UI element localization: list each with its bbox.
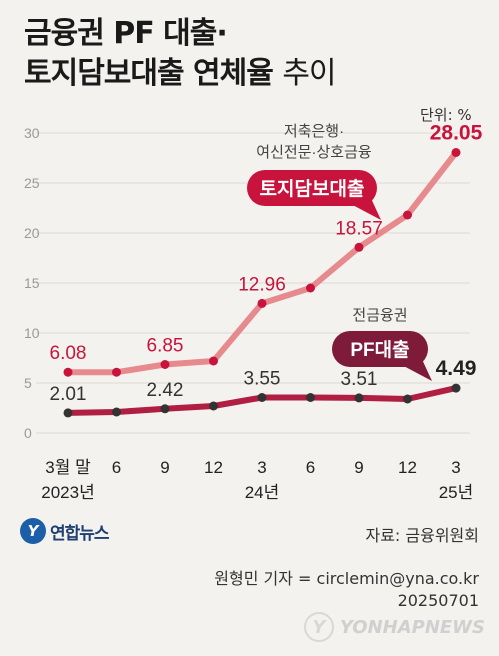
pf-loan-point: [160, 404, 170, 414]
watermark-icon: Y: [303, 612, 334, 642]
land-loan-point: [451, 148, 461, 157]
land-loan-point: [354, 242, 364, 252]
reporter-credit: 원형민 기자 = circlemin@yna.co.kr 20250701: [214, 568, 479, 612]
yonhap-logo: Y 연합뉴스: [20, 518, 110, 544]
pf-loan-data-label: 3.55: [244, 369, 281, 390]
land-loan-badge: [247, 170, 377, 206]
title-line-1: 금융권 PF 대출·: [24, 16, 228, 51]
y-tick-label: 15: [24, 275, 40, 291]
x-year-label: 2023년: [41, 483, 94, 502]
x-tick-label: 12: [398, 458, 417, 477]
pf-loan-point: [63, 408, 73, 418]
x-tick-label: 9: [354, 458, 363, 477]
land-loan-point: [257, 298, 267, 308]
land-loan-point: [209, 356, 218, 366]
unit-label: 단위: %: [420, 106, 472, 124]
pf-loan-point: [257, 393, 267, 402]
pf-loan-point: [354, 393, 364, 403]
pf-loan-badge: [332, 331, 428, 367]
land-loan-annotation-line1: 저축은행·: [284, 123, 344, 140]
x-tick-label: 3: [257, 458, 266, 477]
land-loan-point: [160, 360, 170, 369]
pf-loan-point: [209, 401, 218, 411]
publish-date: 20250701: [397, 591, 479, 610]
pf-loan-point: [451, 383, 461, 393]
land-loan-point: [112, 367, 121, 377]
x-tick-label: 9: [160, 458, 169, 477]
x-tick-label: 3: [451, 458, 460, 477]
y-tick-label: 0: [24, 425, 32, 441]
land-loan-point: [306, 283, 315, 293]
x-tick-label: 6: [306, 458, 315, 477]
y-tick-label: 25: [24, 175, 40, 191]
x-tick-label: 6: [112, 458, 121, 477]
land-loan-data-label: 18.57: [335, 218, 383, 239]
land-loan-data-label: 6.85: [147, 336, 184, 357]
land-loan-data-label: 28.05: [430, 122, 483, 145]
x-year-label: 25년: [439, 483, 474, 502]
pf-loan-badge-label: PF대출: [350, 339, 409, 361]
land-loan-data-label: 12.96: [238, 274, 286, 295]
pf-loan-point: [306, 393, 315, 402]
chart-title: 금융권 PF 대출· 토지담보대출 연체율 추이: [24, 14, 337, 94]
x-tick-label: 3월 말: [45, 458, 91, 477]
pf-loan-data-label: 4.49: [436, 357, 477, 380]
pf-loan-data-label: 2.01: [50, 384, 87, 405]
pf-loan-annotation: 전금융권: [352, 307, 407, 324]
reporter-email: 원형민 기자 = circlemin@yna.co.kr: [214, 569, 479, 588]
yonhap-logo-text: 연합뉴스: [50, 523, 110, 544]
x-tick-label: 12: [204, 458, 223, 477]
land-loan-badge-label: 토지담보대출: [260, 178, 365, 200]
y-tick-label: 5: [24, 375, 32, 391]
yonhapnews-watermark: Y YONHAPNEWS: [303, 612, 485, 642]
x-year-label: 24년: [245, 483, 280, 502]
y-tick-label: 10: [24, 325, 40, 341]
pf-loan-badge-tail: [398, 355, 432, 381]
land-loan-point: [403, 210, 412, 220]
land-loan-point: [63, 367, 73, 377]
pf-loan-data-label: 3.51: [341, 369, 378, 390]
pf-loan-data-label: 2.42: [147, 380, 184, 401]
pf-loan-point: [403, 394, 412, 404]
y-tick-label: 20: [24, 225, 40, 241]
land-loan-badge-tail: [347, 194, 381, 220]
source-note: 자료: 금융위원회: [365, 526, 479, 545]
land-loan-annotation-line2: 여신전문·상호금융: [256, 144, 371, 161]
title-line-2-light: 추이: [282, 56, 336, 91]
title-line-2: 토지담보대출 연체율: [24, 56, 274, 91]
land-loan-data-label: 6.08: [50, 343, 87, 364]
yonhap-logo-icon: Y: [20, 518, 46, 544]
watermark-text: YONHAPNEWS: [339, 616, 485, 638]
pf-loan-point: [112, 407, 121, 417]
y-tick-label: 30: [24, 125, 40, 141]
